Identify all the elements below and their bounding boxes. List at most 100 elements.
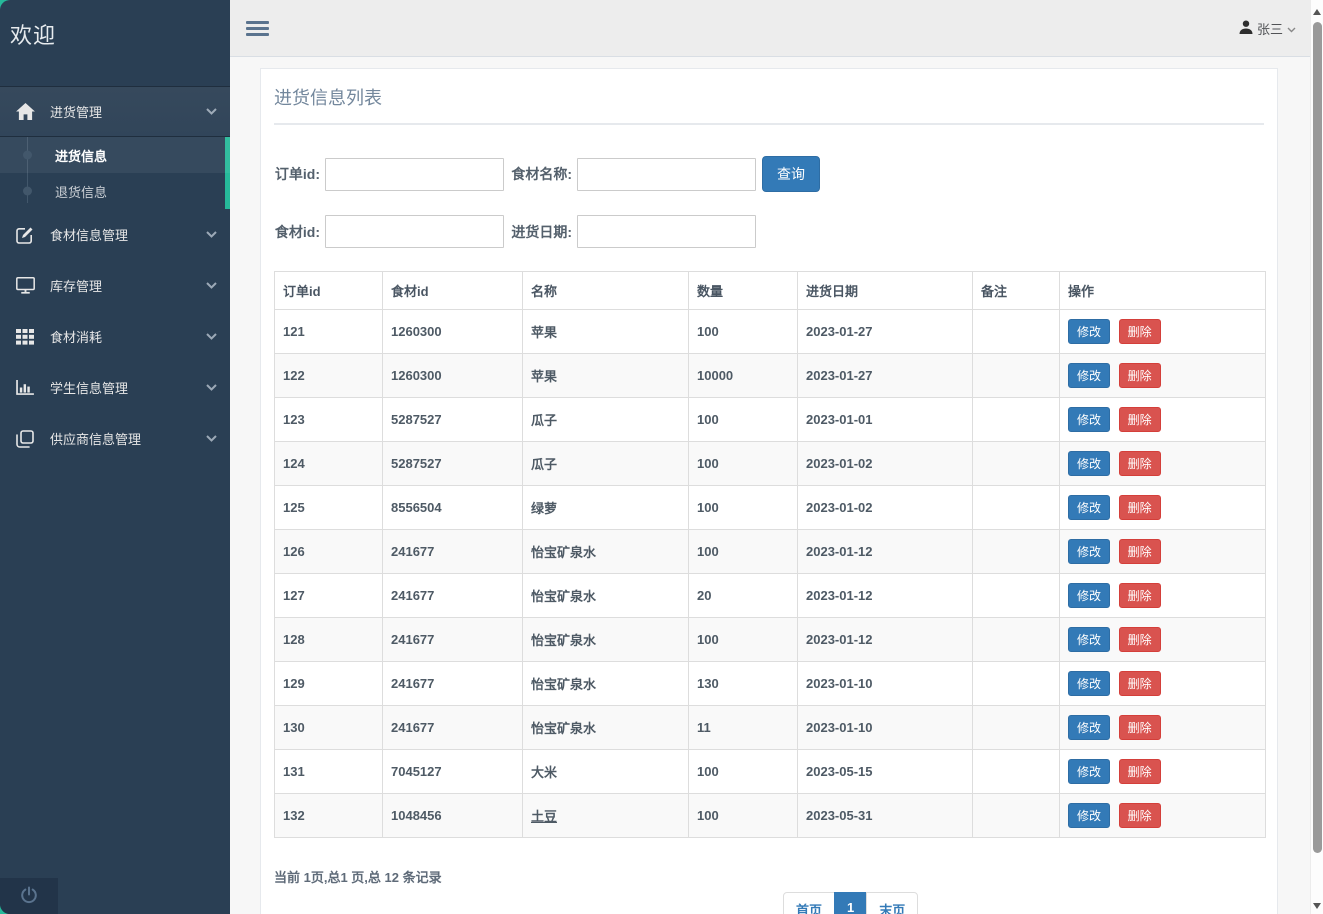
delete-button[interactable]: 删除 bbox=[1118, 759, 1161, 784]
edit-button[interactable]: 修改 bbox=[1068, 319, 1111, 344]
table-row: 124 5287527 瓜子 100 2023-01-02 修改 删除 bbox=[274, 441, 1266, 486]
scroll-up-arrow-icon[interactable] bbox=[1313, 9, 1321, 15]
remark-cell bbox=[972, 353, 1060, 398]
table-row: 131 7045127 大米 100 2023-05-15 修改 删除 bbox=[274, 749, 1266, 794]
food-id-cell: 8556504 bbox=[382, 485, 523, 530]
scroll-down-arrow-icon[interactable] bbox=[1313, 903, 1321, 909]
food-id-cell: 241677 bbox=[382, 617, 523, 662]
chevron-down-icon bbox=[206, 108, 217, 115]
scrollbar-thumb[interactable] bbox=[1313, 22, 1322, 853]
quantity-cell: 100 bbox=[688, 793, 798, 838]
food-id-cell: 1260300 bbox=[382, 309, 523, 354]
content-area: 进货信息列表 订单id: 食材名称: 查询 食材id: 进货日期: bbox=[230, 57, 1310, 914]
food-name-cell: 大米 bbox=[522, 749, 689, 794]
delete-button[interactable]: 删除 bbox=[1118, 495, 1161, 520]
purchase-date-cell: 2023-05-15 bbox=[797, 749, 973, 794]
sidebar-item-supplier-info-management[interactable]: 供应商信息管理 bbox=[0, 413, 230, 464]
remark-cell bbox=[972, 705, 1060, 750]
actions-cell: 修改 删除 bbox=[1059, 397, 1266, 442]
edit-button[interactable]: 修改 bbox=[1068, 451, 1111, 476]
food-id-cell: 241677 bbox=[382, 573, 523, 618]
purchase-date-input[interactable] bbox=[577, 215, 756, 248]
chevron-down-icon bbox=[206, 384, 217, 391]
sidebar-item-student-info-management[interactable]: 学生信息管理 bbox=[0, 362, 230, 413]
chevron-down-icon bbox=[206, 435, 217, 442]
food-name-cell: 怡宝矿泉水 bbox=[522, 661, 689, 706]
sidebar-item-label: 进货管理 bbox=[50, 105, 103, 120]
food-id-input[interactable] bbox=[325, 215, 504, 248]
actions-cell: 修改 删除 bbox=[1059, 705, 1266, 750]
sidebar-item-return-info[interactable]: 退货信息 bbox=[0, 173, 230, 209]
edit-button[interactable]: 修改 bbox=[1068, 627, 1111, 652]
sidebar-item-label: 食材信息管理 bbox=[50, 228, 129, 243]
delete-button[interactable]: 删除 bbox=[1118, 319, 1161, 344]
main-area: 张三 进货信息列表 订单id: 食材名称: 查询 食材id: 进货日期: bbox=[230, 0, 1310, 914]
sidebar-item-purchase-management[interactable]: 进货管理 bbox=[0, 87, 230, 137]
order-id-cell: 127 bbox=[274, 573, 383, 618]
quantity-cell: 100 bbox=[688, 441, 798, 486]
delete-button[interactable]: 删除 bbox=[1118, 363, 1161, 388]
purchase-date-cell: 2023-01-10 bbox=[797, 705, 973, 750]
pagination-button[interactable]: 首页 bbox=[783, 892, 836, 914]
menu-toggle-button[interactable] bbox=[246, 14, 269, 43]
edit-button[interactable]: 修改 bbox=[1068, 583, 1111, 608]
order-id-cell: 130 bbox=[274, 705, 383, 750]
food-name-cell: 怡宝矿泉水 bbox=[522, 617, 689, 662]
submenu-item-label: 进货信息 bbox=[55, 148, 108, 164]
power-icon bbox=[20, 886, 38, 907]
edit-button[interactable]: 修改 bbox=[1068, 671, 1111, 696]
delete-button[interactable]: 删除 bbox=[1118, 803, 1161, 828]
pagination-button[interactable]: 1 bbox=[834, 892, 868, 914]
pagination-button[interactable]: 末页 bbox=[866, 892, 919, 914]
food-id-cell: 241677 bbox=[382, 529, 523, 574]
delete-button[interactable]: 删除 bbox=[1118, 583, 1161, 608]
table-row: 129 241677 怡宝矿泉水 130 2023-01-10 修改 删除 bbox=[274, 661, 1266, 706]
edit-button[interactable]: 修改 bbox=[1068, 495, 1111, 520]
order-id-input[interactable] bbox=[325, 157, 504, 191]
sidebar-item-inventory-management[interactable]: 库存管理 bbox=[0, 260, 230, 311]
food-name-input[interactable] bbox=[577, 157, 756, 191]
edit-button[interactable]: 修改 bbox=[1068, 715, 1111, 740]
actions-cell: 修改 删除 bbox=[1059, 793, 1266, 838]
edit-button[interactable]: 修改 bbox=[1068, 759, 1111, 784]
delete-button[interactable]: 删除 bbox=[1118, 451, 1161, 476]
sidebar-item-label: 食材消耗 bbox=[50, 330, 103, 345]
sidebar-brand-title: 欢迎 bbox=[10, 23, 57, 48]
search-button[interactable]: 查询 bbox=[762, 156, 820, 192]
sidebar-menu: 进货管理 进货信息 退货信息 食材信息管理 bbox=[0, 86, 230, 464]
home-icon bbox=[16, 103, 42, 120]
purchase-list-panel: 进货信息列表 订单id: 食材名称: 查询 食材id: 进货日期: bbox=[260, 68, 1278, 914]
edit-button[interactable]: 修改 bbox=[1068, 803, 1111, 828]
order-id-cell: 129 bbox=[274, 661, 383, 706]
sidebar-item-purchase-info[interactable]: 进货信息 bbox=[0, 137, 230, 173]
edit-button[interactable]: 修改 bbox=[1068, 363, 1111, 388]
delete-button[interactable]: 删除 bbox=[1118, 539, 1161, 564]
pagination: 首页 1 末页 bbox=[783, 892, 919, 914]
logout-button[interactable] bbox=[0, 878, 58, 914]
food-name-cell: 怡宝矿泉水 bbox=[522, 529, 689, 574]
user-name: 张三 bbox=[1256, 21, 1283, 37]
record-summary: 当前 1页,总1 页,总 12 条记录 bbox=[274, 870, 442, 885]
table-icon bbox=[16, 328, 42, 345]
table-row: 126 241677 怡宝矿泉水 100 2023-01-12 修改 删除 bbox=[274, 529, 1266, 574]
sidebar-item-food-info-management[interactable]: 食材信息管理 bbox=[0, 209, 230, 260]
delete-button[interactable]: 删除 bbox=[1118, 715, 1161, 740]
order-id-label: 订单id: bbox=[274, 166, 320, 182]
column-header-quantity: 数量 bbox=[688, 271, 798, 310]
quantity-cell: 100 bbox=[688, 309, 798, 354]
delete-button[interactable]: 删除 bbox=[1118, 627, 1161, 652]
food-name-cell: 怡宝矿泉水 bbox=[522, 573, 689, 618]
table-row: 127 241677 怡宝矿泉水 20 2023-01-12 修改 删除 bbox=[274, 573, 1266, 618]
table-row: 128 241677 怡宝矿泉水 100 2023-01-12 修改 删除 bbox=[274, 617, 1266, 662]
table-body: 121 1260300 苹果 100 2023-01-27 修改 删除 122 … bbox=[274, 309, 1266, 838]
user-menu[interactable]: 张三 bbox=[1239, 19, 1296, 38]
vertical-scrollbar bbox=[1310, 0, 1323, 914]
food-name-cell: 怡宝矿泉水 bbox=[522, 705, 689, 750]
delete-button[interactable]: 删除 bbox=[1118, 671, 1161, 696]
edit-button[interactable]: 修改 bbox=[1068, 539, 1111, 564]
remark-cell bbox=[972, 617, 1060, 662]
edit-button[interactable]: 修改 bbox=[1068, 407, 1111, 432]
sidebar-item-food-consumption[interactable]: 食材消耗 bbox=[0, 311, 230, 362]
delete-button[interactable]: 删除 bbox=[1118, 407, 1161, 432]
search-form: 订单id: 食材名称: 查询 食材id: 进货日期: bbox=[274, 156, 1264, 248]
